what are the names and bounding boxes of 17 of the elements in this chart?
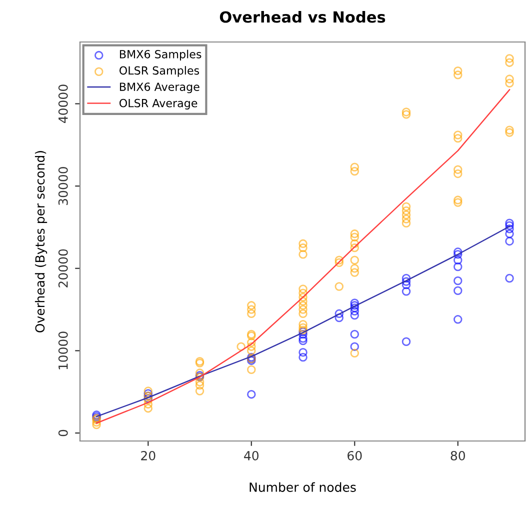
y-tick-label: 0 [58, 430, 68, 436]
y-tick-label: 40000 [58, 84, 68, 124]
y-tick-label: 10000 [58, 332, 68, 370]
y-axis-title: Overhead (Bytes per second) [34, 151, 48, 332]
x-tick-label: 60 [348, 450, 362, 460]
x-tick-label: 80 [450, 450, 466, 460]
line-series [96, 226, 510, 418]
y-tick-label: 30000 [58, 167, 68, 205]
legend-label: OLSR Average [120, 98, 198, 110]
legend-label: OLSR Samples [120, 66, 200, 77]
chart-title: Overhead vs Nodes [220, 10, 386, 23]
legend-label: BMX6 Average [120, 82, 200, 94]
x-axis-title: Number of nodes [250, 482, 356, 492]
legend-label: BMX6 Samples [120, 50, 202, 61]
x-tick-label: 40 [244, 450, 259, 460]
x-tick-label: 20 [141, 450, 156, 460]
y-tick-label: 20000 [58, 249, 68, 288]
